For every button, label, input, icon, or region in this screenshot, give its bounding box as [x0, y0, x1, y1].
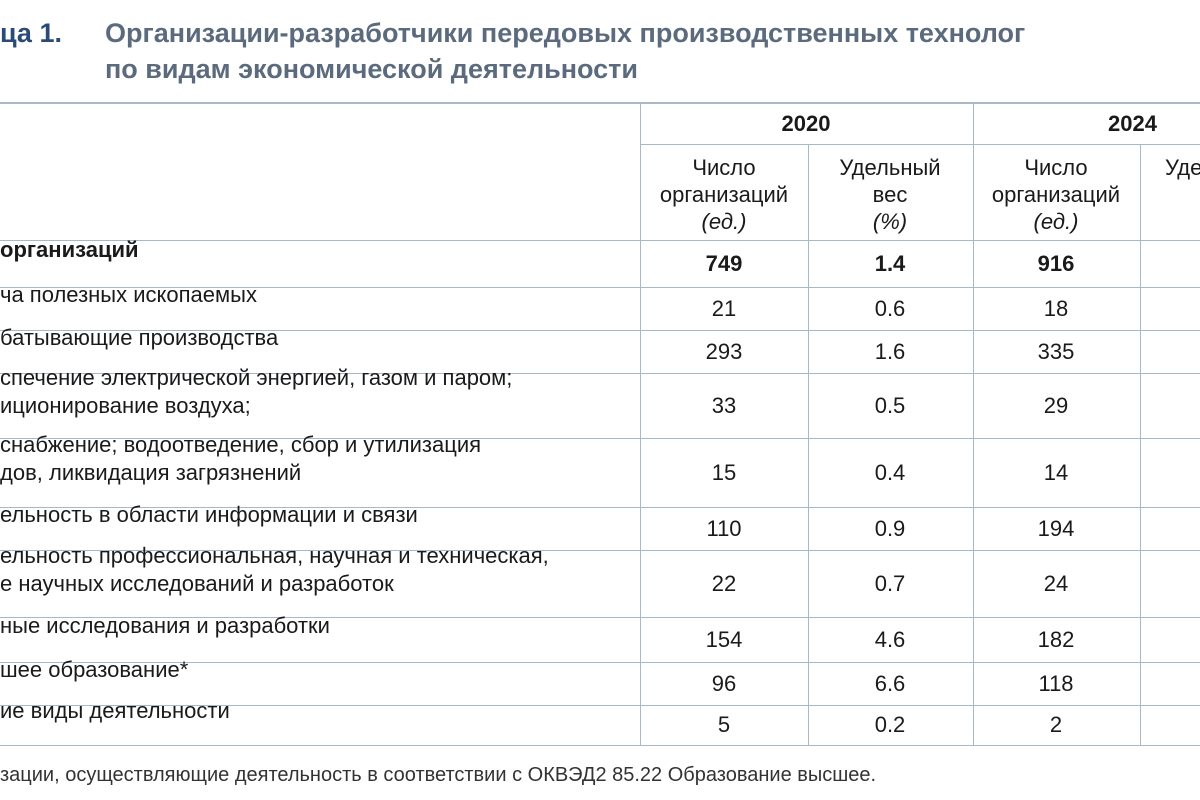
year-header: 2024	[1108, 111, 1157, 136]
row-label: снабжение; водоотведение, сбор и утилиза…	[0, 431, 482, 457]
cell-value: 154	[705, 626, 743, 652]
rule	[0, 373, 1200, 374]
rule	[808, 144, 809, 746]
table-number: ца 1.	[0, 18, 62, 48]
cell-value: 5	[717, 712, 731, 737]
cell-value: 14	[1043, 459, 1069, 485]
cell-value: 0.4	[874, 459, 906, 485]
rule	[0, 287, 1200, 288]
row-label: батывающие производства	[0, 324, 279, 350]
title-line: по видам экономической деятельности	[105, 54, 638, 84]
rule	[640, 102, 641, 746]
rule	[0, 507, 1200, 508]
row-label: е научных исследований и разработок	[0, 570, 394, 596]
row-label: шее образование*	[0, 656, 189, 682]
row-label: спечение электрической энергией, газом и…	[0, 364, 513, 390]
rule	[0, 240, 1200, 241]
cell-value: 1.6	[874, 338, 906, 364]
cell-value: 749	[705, 250, 743, 276]
cell-value: 293	[705, 338, 743, 364]
row-label: ча полезных ископаемых	[0, 281, 257, 307]
cell-value: 194	[1037, 515, 1075, 541]
cell-value: 0.5	[874, 392, 906, 418]
cell-value: 29	[1043, 392, 1069, 418]
cell-value: 110	[706, 515, 742, 541]
rule	[0, 617, 1200, 618]
row-label: ие виды деятельности	[0, 698, 230, 723]
rule	[973, 102, 974, 746]
cell-value: 335	[1037, 338, 1075, 364]
cell-value: 24	[1043, 570, 1069, 596]
rule	[0, 102, 1200, 104]
column-header: Удельный	[839, 155, 941, 180]
cell-value: 96	[711, 670, 737, 696]
cell-value: 1.4	[874, 250, 906, 276]
row-label: ельность в области информации и связи	[0, 501, 418, 527]
column-header: организаций	[659, 182, 789, 207]
cell-value: 21	[711, 295, 737, 321]
column-header: Число	[1024, 155, 1088, 180]
rule	[1140, 144, 1141, 746]
rule	[0, 662, 1200, 663]
rule	[0, 745, 1200, 746]
cell-value: 4.6	[874, 626, 906, 652]
column-header: (%)	[872, 209, 908, 234]
cell-value: 18	[1043, 295, 1069, 321]
column-header: организаций	[991, 182, 1121, 207]
row-label: иционирование воздуха;	[0, 392, 251, 418]
cell-value: 118	[1038, 670, 1074, 696]
cell-value: 916	[1037, 250, 1075, 276]
column-header: вес	[872, 182, 908, 207]
rule	[0, 438, 1200, 439]
column-header: (ед.)	[701, 209, 747, 234]
cell-value: 15	[711, 459, 737, 485]
column-header: Число	[692, 155, 756, 180]
rule	[0, 330, 1200, 331]
row-label: ные исследования и разработки	[0, 612, 330, 638]
column-header: Уде	[1165, 155, 1200, 180]
rule	[640, 144, 1200, 145]
footnote: зации, осуществляющие деятельность в соо…	[0, 764, 877, 786]
row-label: дов, ликвидация загрязнений	[0, 459, 302, 485]
title-line: Организации-разработчики передовых произ…	[105, 18, 1026, 48]
cell-value: 0.7	[874, 570, 906, 596]
row-label: организаций	[0, 236, 139, 262]
year-header: 2020	[781, 111, 831, 136]
cell-value: 6.6	[874, 670, 906, 696]
rule	[0, 550, 1200, 551]
cell-value: 182	[1037, 626, 1075, 652]
column-header: (ед.)	[1033, 209, 1079, 234]
cell-value: 2	[1049, 712, 1063, 737]
cell-value: 22	[711, 570, 737, 596]
cell-value: 0.6	[874, 295, 906, 321]
cell-value: 0.2	[874, 712, 906, 737]
row-label: ельность профессиональная, научная и тех…	[0, 542, 549, 568]
rule	[0, 705, 1200, 706]
cell-value: 33	[711, 392, 737, 418]
cell-value: 0.9	[874, 515, 906, 541]
